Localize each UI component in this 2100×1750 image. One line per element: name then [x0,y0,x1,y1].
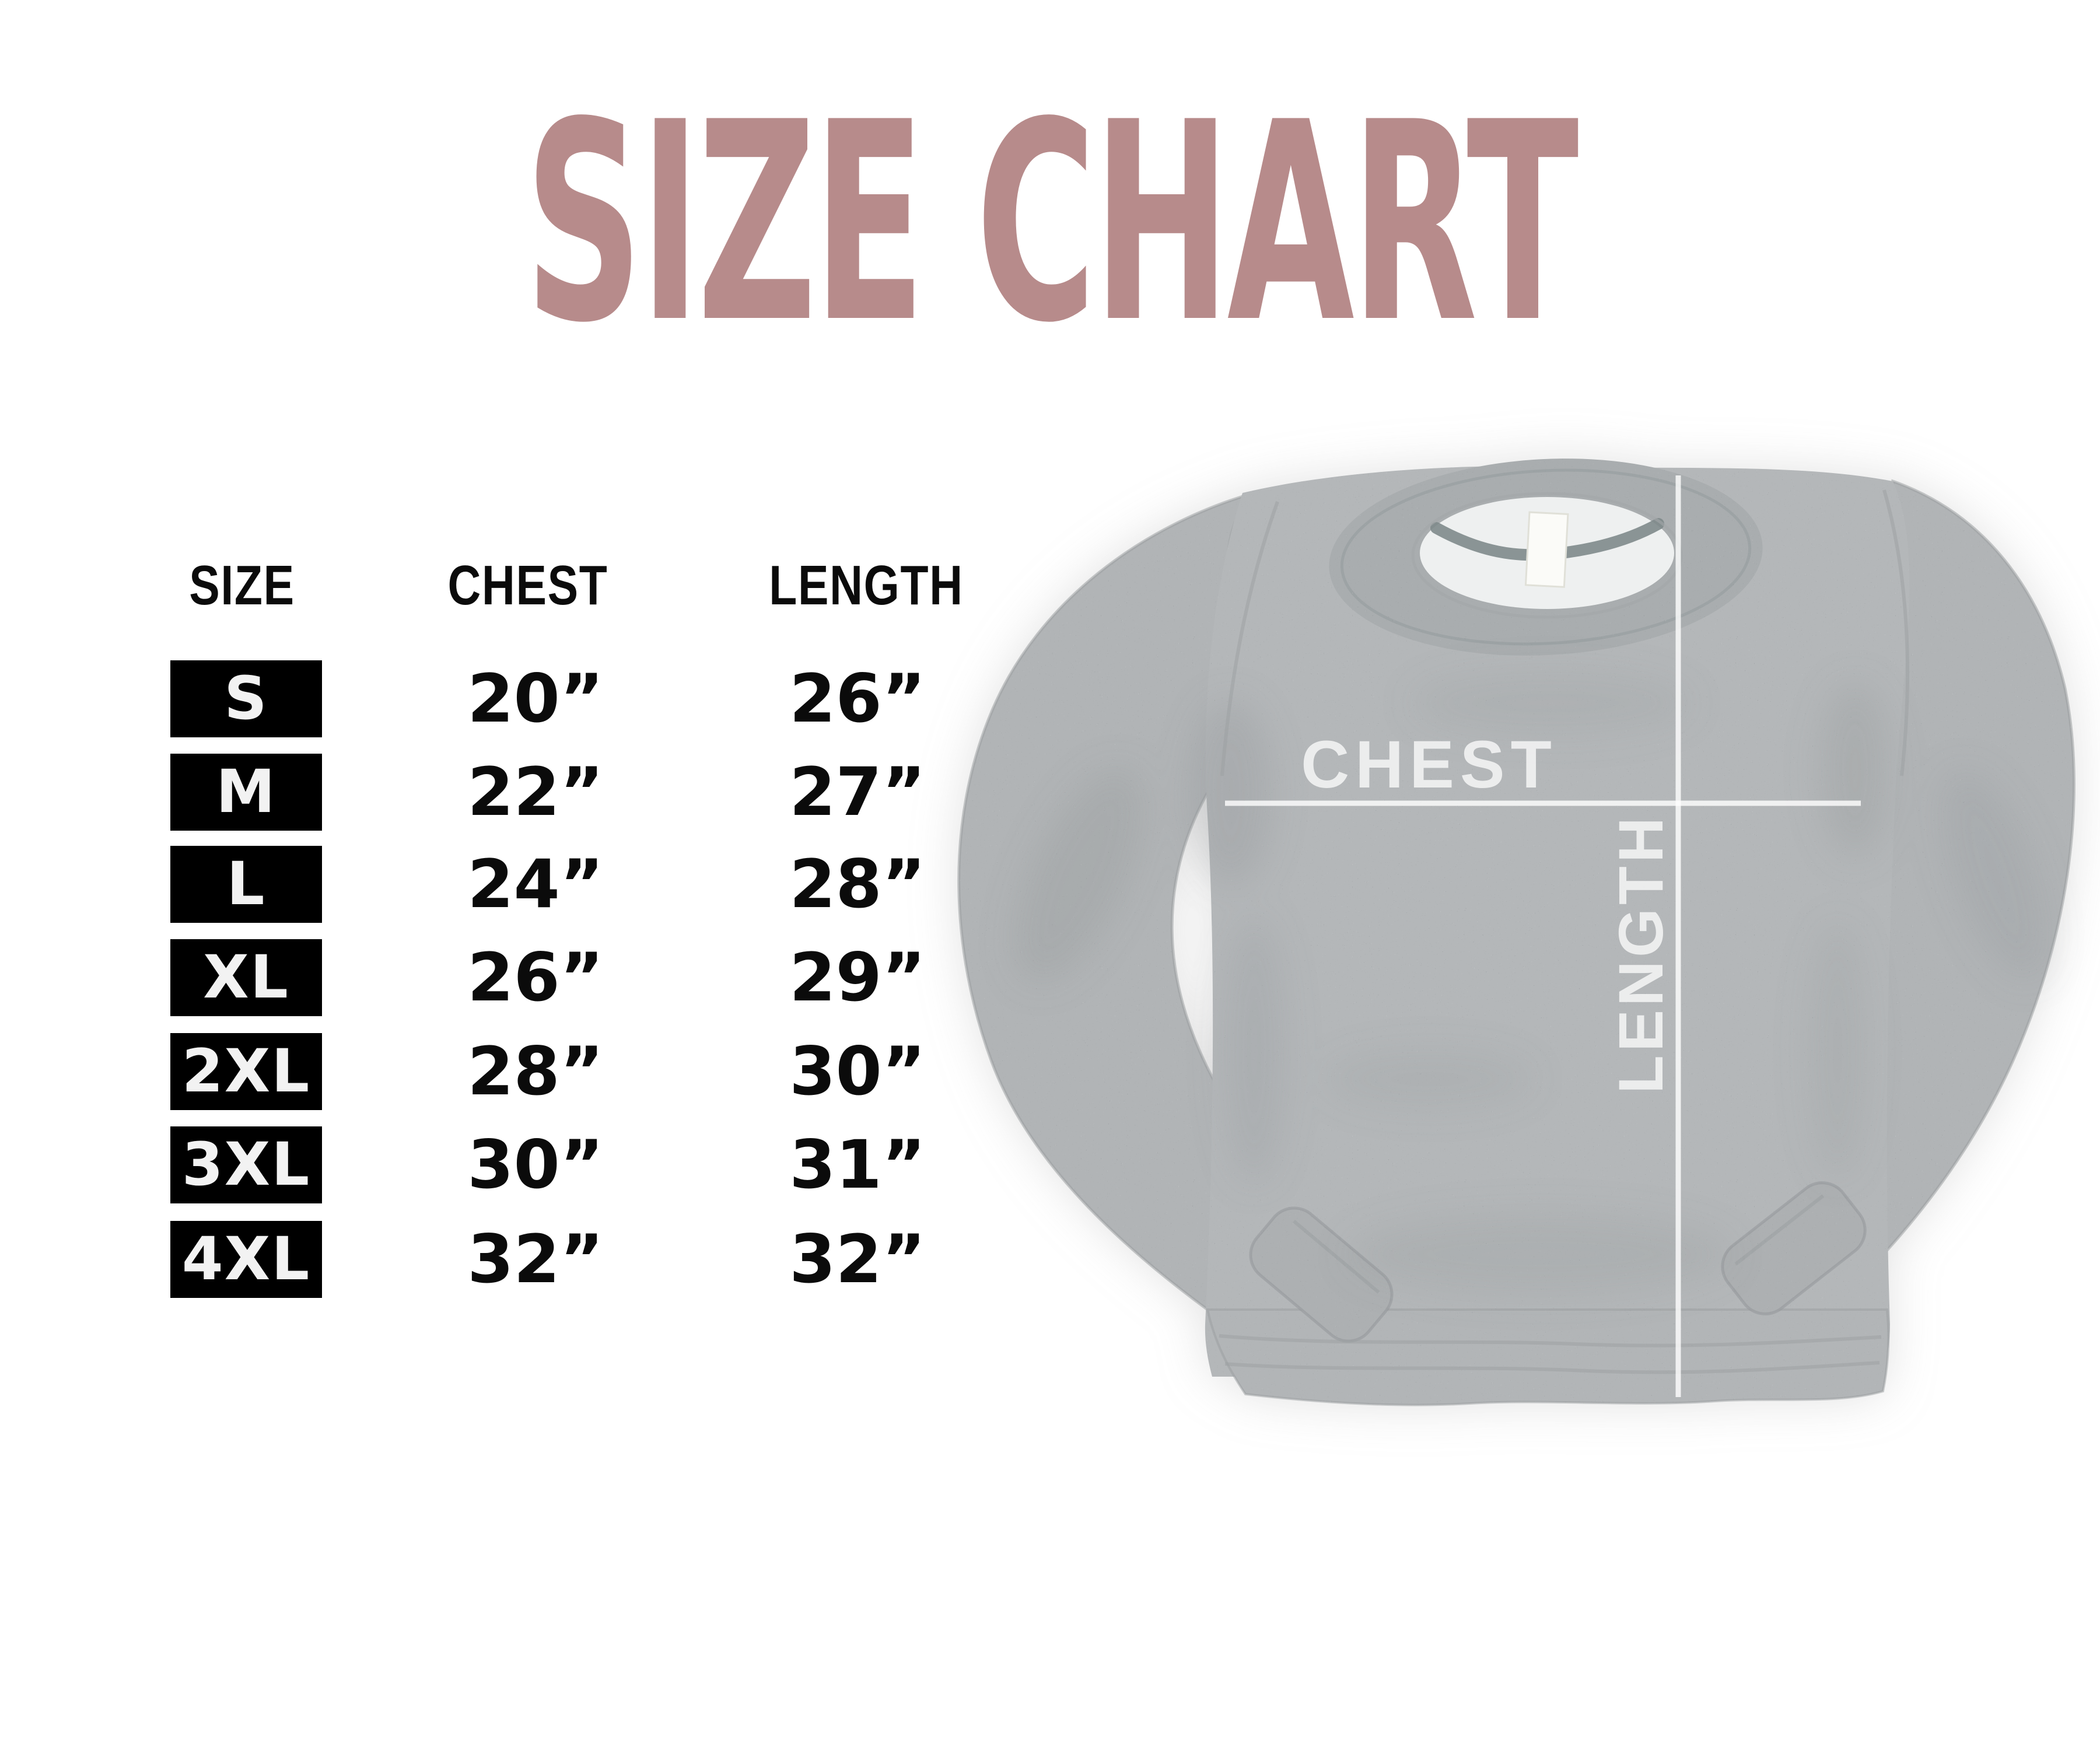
size-badge: 3XL [170,1126,322,1203]
chest-value: 32” [467,1220,604,1298]
chest-value: 20” [467,660,604,737]
length-value: 29” [789,939,926,1016]
size-badge: M [170,754,322,831]
size-label: XL [203,943,289,1012]
chest-value: 26” [467,939,604,1016]
length-value: 30” [789,1032,926,1110]
page-title: SIZE CHART [524,64,1578,383]
chest-value: 22” [467,753,604,831]
column-header-chest: CHEST [447,554,608,617]
table-row: 3XL 30” 31” [0,1118,1027,1212]
sweatshirt-body [957,459,2076,1406]
collar-stitch [1411,492,1683,619]
table-row: M 22” 27” [0,746,1027,839]
chest-overlay-label: CHEST [1301,727,1558,802]
column-header-length: LENGTH [769,554,964,617]
measurement-overlay: CHEST LENGTH [1225,475,1861,1397]
size-label: 2XL [181,1037,311,1106]
size-label: 3XL [181,1130,311,1199]
chest-value: 30” [467,1126,604,1203]
length-overlay-label: LENGTH [1605,814,1676,1094]
chest-value: 24” [467,845,604,923]
length-value: 26” [789,660,926,737]
table-row: L 24” 28” [0,838,1027,931]
table-row: 4XL 32” 32” [0,1213,1027,1306]
fabric-shading [1014,671,2049,1295]
length-value: 32” [789,1220,926,1298]
collar-interior [1411,492,1683,619]
size-label: 4XL [181,1224,311,1294]
table-row: S 20” 26” [0,652,1027,746]
table-row: XL 26” 29” [0,931,1027,1024]
size-label: L [226,849,266,919]
size-badge: L [170,846,322,923]
waistband [1206,1308,1890,1406]
size-badge: 2XL [170,1033,322,1110]
left-cuff [1249,1206,1394,1343]
right-cuff [1721,1181,1867,1315]
size-label: S [224,664,268,733]
size-badge: XL [170,939,322,1016]
length-value: 31” [789,1126,926,1203]
torso [1205,466,1910,1377]
seam-stitches [1219,489,1909,1374]
neck-tag [1524,511,1569,588]
chest-value: 28” [467,1032,604,1110]
column-header-size: SIZE [189,554,295,617]
size-badge: 4XL [170,1221,322,1298]
length-value: 27” [789,753,926,831]
table-row: 2XL 28” 30” [0,1025,1027,1118]
size-badge: S [170,660,322,737]
size-label: M [216,757,276,827]
length-value: 28” [789,845,926,923]
